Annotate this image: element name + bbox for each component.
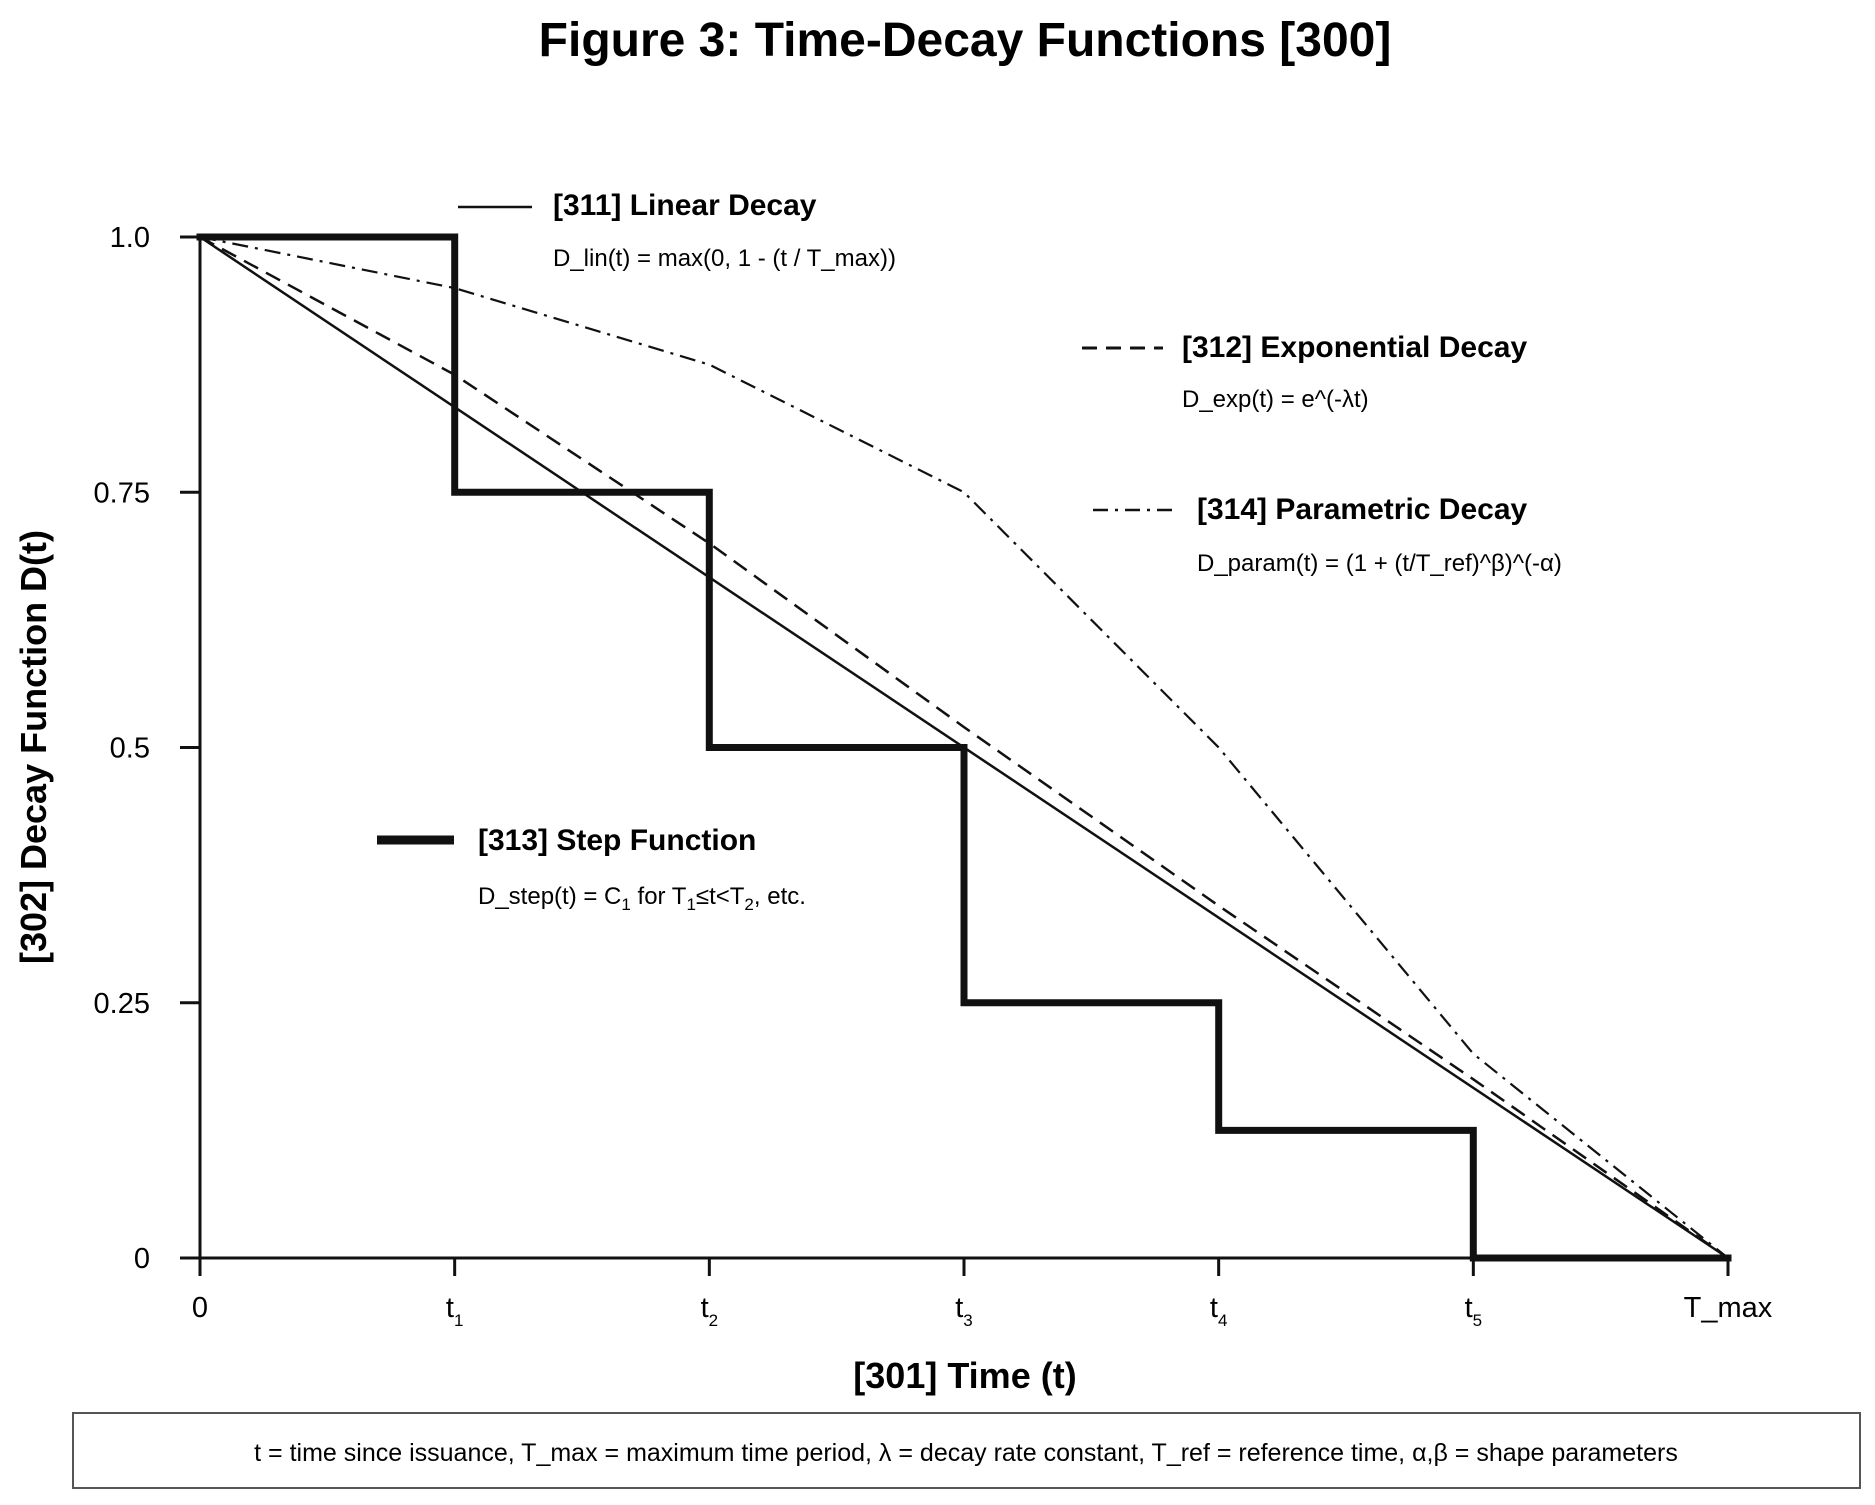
x-tick-label: t3 bbox=[955, 1292, 973, 1330]
x-tick-label: t5 bbox=[1465, 1292, 1483, 1330]
series-layer bbox=[196, 233, 1732, 1262]
series-linear-line bbox=[199, 235, 1729, 1260]
chart-title: Figure 3: Time-Decay Functions [300] bbox=[539, 14, 1392, 67]
series-exponential-line bbox=[199, 235, 1729, 1260]
x-tick-label: t1 bbox=[446, 1292, 464, 1330]
legend-linear-equation: D_lin(t) = max(0, 1 - (t / T_max)) bbox=[553, 245, 896, 272]
x-axis-title: [301] Time (t) bbox=[853, 1355, 1076, 1396]
legend-parametric-equation: D_param(t) = (1 + (t/T_ref)^β)^(-α) bbox=[1197, 550, 1562, 577]
legend-step-equation: D_step(t) = C1 for T1≤t<T2, etc. bbox=[478, 883, 806, 914]
footnote-box bbox=[72, 1412, 1861, 1489]
x-tick-label: t2 bbox=[701, 1292, 719, 1330]
y-tick-label: 1.0 bbox=[110, 222, 150, 254]
legend-linear-title: [311] Linear Decay bbox=[553, 189, 817, 222]
x-tick-label: t4 bbox=[1210, 1292, 1228, 1330]
x-tick-label: T_max bbox=[1684, 1292, 1773, 1324]
legend-parametric-title: [314] Parametric Decay bbox=[1197, 493, 1528, 526]
x-axis-ticks: 0 t1 t2 t3 t4 t5 T_max bbox=[192, 1258, 1773, 1330]
legend-exponential-title: [312] Exponential Decay bbox=[1182, 331, 1527, 364]
y-tick-label: 0.5 bbox=[110, 733, 150, 765]
y-axis-ticks: 0 0.25 0.5 0.75 1.0 bbox=[94, 222, 200, 1275]
legend-exponential-equation: D_exp(t) = e^(-λt) bbox=[1182, 386, 1369, 413]
series-step-line bbox=[196, 233, 1732, 1262]
legend-step-title: [313] Step Function bbox=[478, 824, 756, 857]
y-tick-label: 0.25 bbox=[94, 988, 150, 1020]
y-tick-label: 0.75 bbox=[94, 477, 150, 509]
x-tick-label: 0 bbox=[192, 1292, 208, 1324]
y-tick-label: 0 bbox=[134, 1243, 150, 1275]
footnote-text: t = time since issuance, T_max = maximum… bbox=[254, 1439, 1678, 1467]
y-axis-title: [302] Decay Function D(t) bbox=[13, 530, 54, 964]
